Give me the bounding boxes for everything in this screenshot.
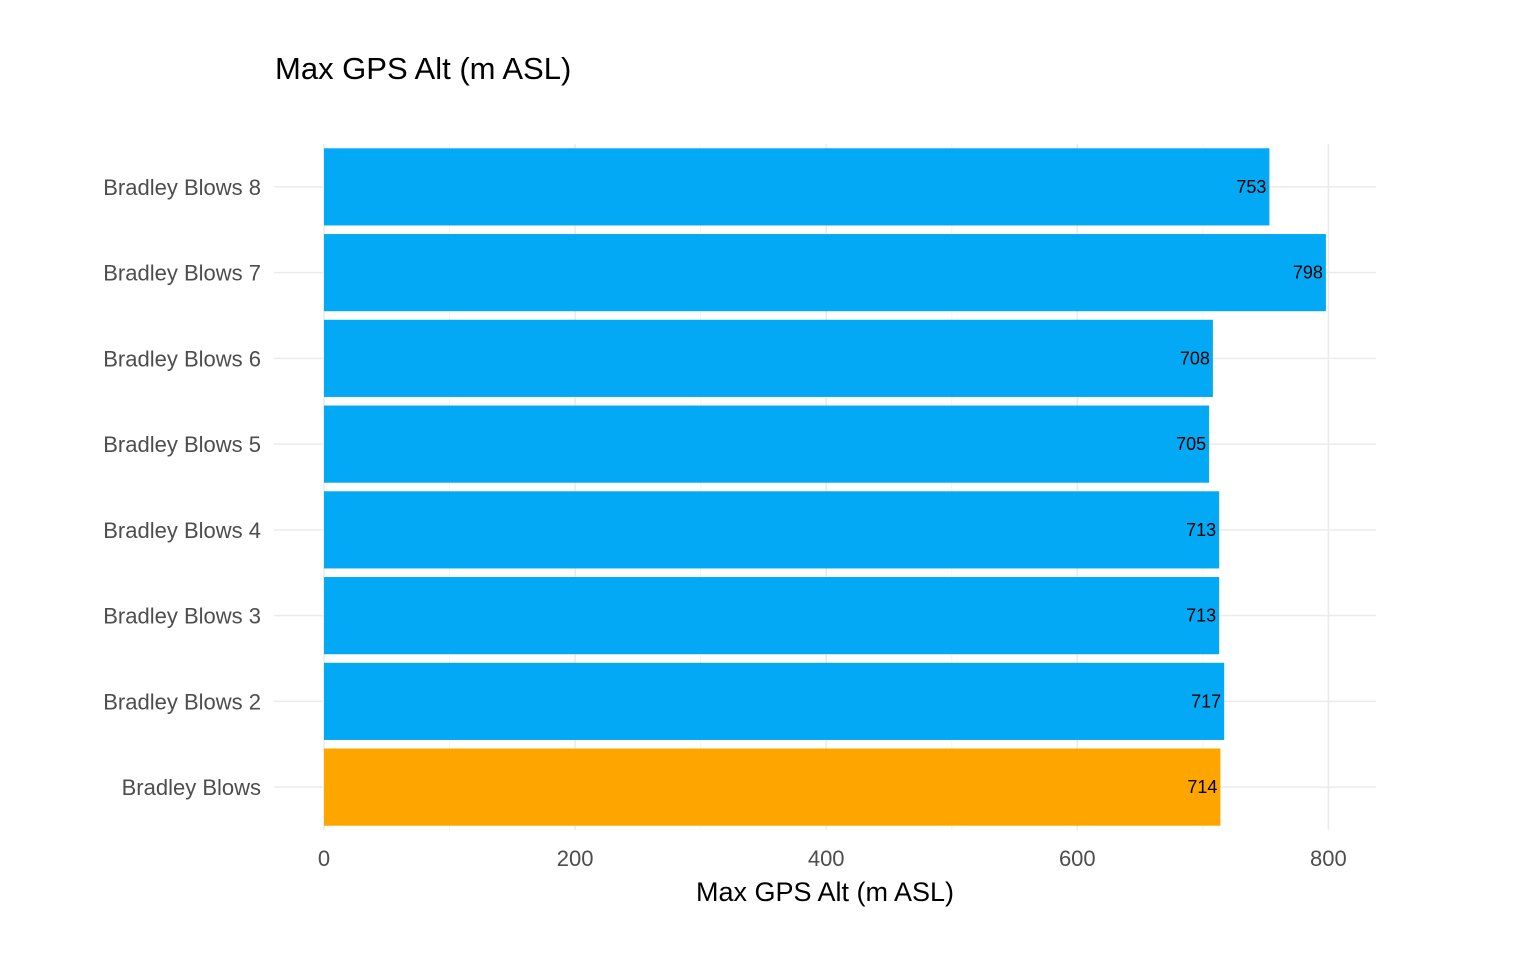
y-tick-label: Bradley Blows 8 — [103, 175, 261, 200]
bar-value-label: 713 — [1186, 606, 1216, 626]
bar-value-label: 798 — [1293, 263, 1323, 283]
chart-title: Max GPS Alt (m ASL) — [275, 51, 571, 86]
y-tick-label: Bradley Blows — [122, 775, 261, 800]
y-tick-label: Bradley Blows 6 — [103, 346, 261, 371]
bar — [324, 577, 1220, 655]
y-tick-label: Bradley Blows 3 — [103, 604, 261, 629]
x-axis-title: Max GPS Alt (m ASL) — [696, 877, 954, 907]
bar — [324, 491, 1220, 569]
y-tick-label: Bradley Blows 5 — [103, 432, 261, 457]
bar-value-label: 708 — [1180, 348, 1210, 368]
bars — [324, 148, 1326, 826]
bar — [324, 405, 1210, 483]
data-labels: 714 717 713 713 705 708 798 753 — [1176, 177, 1323, 797]
x-tick-label: 0 — [318, 846, 330, 871]
bar-value-label: 713 — [1186, 520, 1216, 540]
bar — [324, 234, 1326, 312]
x-tick-label: 400 — [808, 846, 845, 871]
bar — [324, 748, 1221, 826]
x-tick-label: 800 — [1310, 846, 1347, 871]
x-tick-label: 200 — [557, 846, 594, 871]
x-tick-label: 600 — [1059, 846, 1096, 871]
y-tick-label: Bradley Blows 7 — [103, 261, 261, 286]
bar — [324, 662, 1225, 740]
bar — [324, 319, 1213, 397]
bar — [324, 148, 1270, 226]
bar-value-label: 753 — [1236, 177, 1266, 197]
x-axis-ticks: 0 200 400 600 800 — [318, 846, 1347, 871]
bar-value-label: 717 — [1191, 691, 1221, 711]
bar-value-label: 714 — [1187, 777, 1217, 797]
y-axis-ticks: Bradley Blows Bradley Blows 2 Bradley Blow… — [103, 175, 261, 800]
y-tick-label: Bradley Blows 4 — [103, 518, 261, 543]
bar-value-label: 705 — [1176, 434, 1206, 454]
y-tick-label: Bradley Blows 2 — [103, 689, 261, 714]
